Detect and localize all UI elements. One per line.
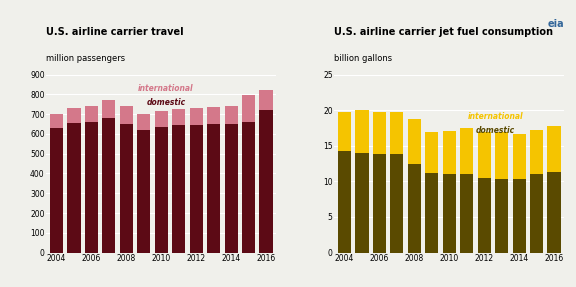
Text: international: international [468, 112, 523, 121]
Bar [67, 108, 81, 123]
Bar [259, 90, 272, 110]
Bar [190, 108, 203, 125]
Bar [67, 123, 81, 253]
Bar [495, 132, 508, 179]
Bar [103, 118, 115, 253]
Bar [460, 174, 473, 253]
Bar [225, 106, 238, 125]
Bar [120, 106, 133, 124]
Text: billion gallons: billion gallons [334, 54, 392, 63]
Bar [495, 179, 508, 253]
Text: domestic: domestic [146, 98, 185, 107]
Bar [85, 106, 98, 122]
Bar [207, 125, 220, 253]
Bar [137, 114, 150, 130]
Text: eia: eia [548, 19, 564, 29]
Bar [425, 173, 438, 253]
Bar [190, 125, 203, 253]
Bar [137, 130, 150, 253]
Bar [460, 128, 473, 174]
Bar [225, 125, 238, 253]
Bar [172, 109, 185, 125]
Bar [50, 114, 63, 128]
Bar [172, 125, 185, 253]
Bar [85, 122, 98, 253]
Bar [373, 154, 386, 253]
Bar [478, 131, 491, 178]
Bar [408, 119, 421, 164]
Bar [120, 124, 133, 253]
Bar [242, 95, 255, 122]
Bar [242, 122, 255, 253]
Bar [155, 127, 168, 253]
Bar [355, 110, 369, 153]
Bar [530, 174, 543, 253]
Bar [259, 110, 272, 253]
Bar [530, 130, 543, 174]
Bar [338, 112, 351, 152]
Bar [338, 152, 351, 253]
Bar [373, 112, 386, 154]
Bar [408, 164, 421, 253]
Bar [207, 107, 220, 125]
Text: U.S. airline carrier jet fuel consumption: U.S. airline carrier jet fuel consumptio… [334, 27, 553, 37]
Bar [513, 179, 526, 253]
Text: million passengers: million passengers [46, 54, 125, 63]
Bar [391, 112, 403, 154]
Bar [443, 174, 456, 253]
Bar [478, 178, 491, 253]
Bar [50, 128, 63, 253]
Text: domestic: domestic [476, 126, 515, 135]
Text: international: international [138, 84, 194, 93]
Text: U.S. airline carrier travel: U.S. airline carrier travel [46, 27, 184, 37]
Bar [155, 110, 168, 127]
Bar [443, 131, 456, 174]
Bar [547, 172, 560, 253]
Bar [103, 100, 115, 118]
Bar [425, 131, 438, 173]
Bar [513, 134, 526, 179]
Bar [391, 154, 403, 253]
Bar [355, 153, 369, 253]
Bar [547, 126, 560, 172]
